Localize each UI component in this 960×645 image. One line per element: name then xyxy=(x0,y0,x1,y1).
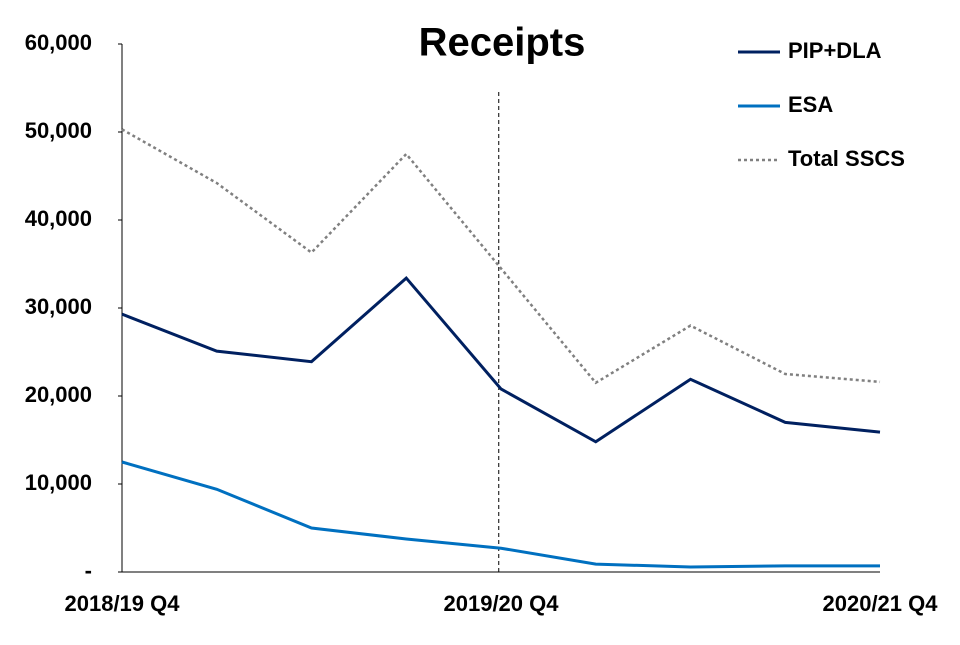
y-tick-label: 30,000 xyxy=(25,294,92,319)
series-line xyxy=(121,128,881,385)
legend-label: Total SSCS xyxy=(788,146,905,171)
y-tick-label: - xyxy=(85,558,92,583)
legend-label: PIP+DLA xyxy=(788,38,882,63)
y-tick-label: 50,000 xyxy=(25,118,92,143)
x-tick-label: 2019/20 Q4 xyxy=(444,591,560,616)
legend-label: ESA xyxy=(788,92,833,117)
series-line xyxy=(121,275,881,444)
y-tick-label: 10,000 xyxy=(25,470,92,495)
y-tick-label: 20,000 xyxy=(25,382,92,407)
chart-title: Receipts xyxy=(419,21,586,65)
y-tick-label: 60,000 xyxy=(25,30,92,55)
y-tick-label: 40,000 xyxy=(25,206,92,231)
series-line xyxy=(121,460,880,569)
x-tick-label: 2018/19 Q4 xyxy=(65,591,181,616)
x-tick-label: 2020/21 Q4 xyxy=(823,591,939,616)
